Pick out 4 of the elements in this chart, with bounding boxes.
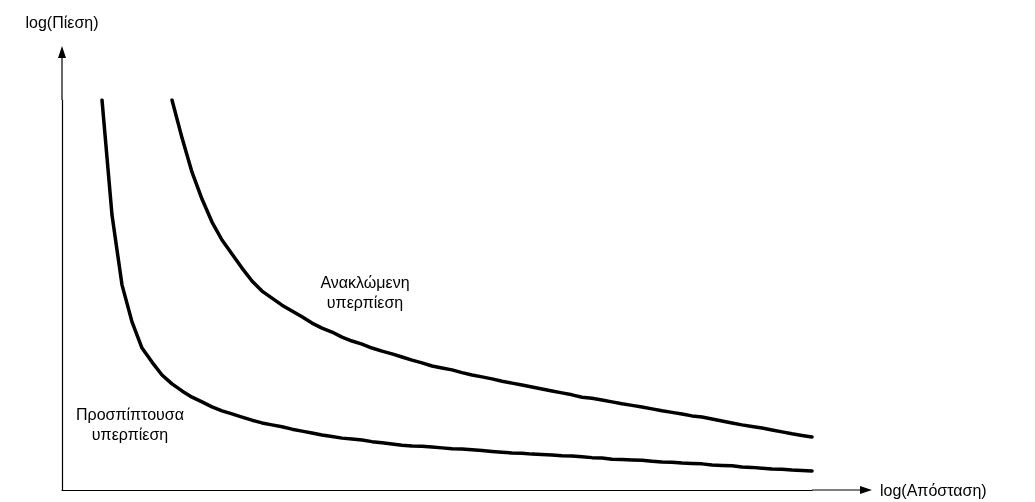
y-axis-title: log(Πίεση): [25, 13, 99, 31]
x-axis-title: log(Απόσταση): [880, 481, 987, 499]
series-label: Ανακλώμενη υπερπίεση: [320, 273, 410, 311]
series-label: Προσπίπτουσα υπερπίεση: [76, 406, 184, 444]
